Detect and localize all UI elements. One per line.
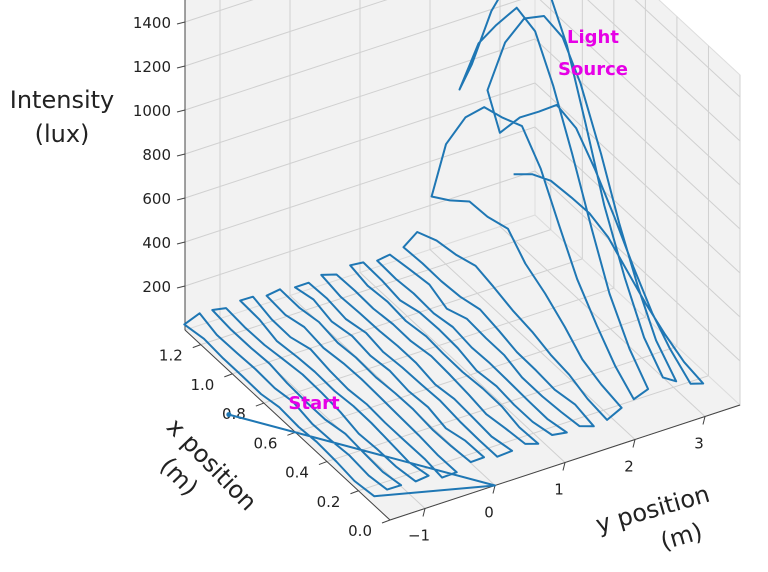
grid-line-z — [184, 0, 388, 67]
grid-line-z — [534, 38, 741, 230]
x-tick-label: 0.0 — [348, 522, 372, 540]
grid-line-z — [534, 126, 741, 318]
grid-line-y — [499, 226, 706, 417]
y-tick-label: 2 — [624, 458, 634, 476]
start-point — [226, 412, 232, 418]
z-tick-mark — [176, 285, 186, 289]
x-tick-label: 0.8 — [222, 405, 246, 423]
grid-line-y — [429, 249, 636, 440]
x-axis-line — [184, 329, 391, 521]
z-tick-label: 600 — [142, 190, 171, 208]
grid-line-z — [534, 82, 741, 274]
x-tick-mark — [192, 344, 201, 349]
grid-line-z — [587, 0, 741, 142]
grid-line-z — [534, 170, 741, 362]
y-axis-label: y position(m) — [593, 480, 722, 572]
x-tick-mark — [255, 402, 265, 407]
grid-line-z — [184, 38, 536, 155]
tick-labels: 0.0 0.2 0.4 0.6 0.8 1.0 1.2 −1 0 1 2 3 200 400 600 800 1… — [133, 14, 704, 545]
z-tick-label: 1000 — [133, 102, 171, 120]
y-tick-mark — [422, 508, 426, 517]
series-path — [183, 0, 705, 498]
x-tick-mark — [350, 490, 359, 495]
z-tick-mark — [176, 153, 186, 157]
z-tick-mark — [176, 241, 186, 245]
z-tick-mark — [176, 65, 186, 69]
y-tick-label: 1 — [554, 481, 564, 499]
y-tick-label: −1 — [408, 527, 430, 545]
x-tick-label: 0.4 — [285, 464, 309, 482]
z-tick-label: 200 — [142, 278, 171, 296]
annotation-start: Start — [288, 393, 340, 414]
z-tick-label: 400 — [142, 234, 171, 252]
x-tick-label: 1.2 — [159, 347, 183, 365]
z-tick-label: 1200 — [133, 58, 171, 76]
y-tick-mark — [702, 416, 706, 425]
x-axis-label: x position(m) — [138, 413, 262, 539]
grid-line-y — [359, 272, 566, 463]
grid-line-z — [184, 170, 536, 287]
x-tick-mark — [381, 519, 391, 524]
z-tick-mark — [176, 197, 186, 201]
grid-line-z — [184, 0, 254, 23]
y-tick-mark — [492, 485, 496, 494]
x-tick-mark — [318, 461, 328, 466]
grid-line-z — [184, 0, 522, 111]
x-tick-label: 1.0 — [190, 376, 214, 394]
z-axis-label: Intensity (lux) — [10, 86, 114, 148]
x-tick-mark — [224, 373, 233, 378]
x-tick-label: 0.2 — [317, 493, 341, 511]
x-tick-label: 0.6 — [254, 434, 278, 452]
y-tick-mark — [632, 439, 636, 448]
y-tick-mark — [562, 462, 566, 471]
y-tick-label: 0 — [484, 504, 494, 522]
annotations: Start Light Source — [288, 27, 628, 414]
z-tick-mark — [176, 109, 186, 113]
grid-line-z — [184, 82, 536, 199]
grid-line-z — [184, 126, 536, 243]
y-tick-label: 3 — [694, 435, 704, 453]
z-tick-label: 800 — [142, 146, 171, 164]
axis-lines — [176, 0, 741, 524]
grid-line-z — [539, 0, 741, 186]
grid-line-z — [634, 0, 741, 98]
z-tick-label: 1400 — [133, 14, 171, 32]
trajectory-line — [183, 0, 705, 498]
z-tick-mark — [176, 21, 186, 25]
annotation-light-source: Light Source — [558, 27, 628, 80]
